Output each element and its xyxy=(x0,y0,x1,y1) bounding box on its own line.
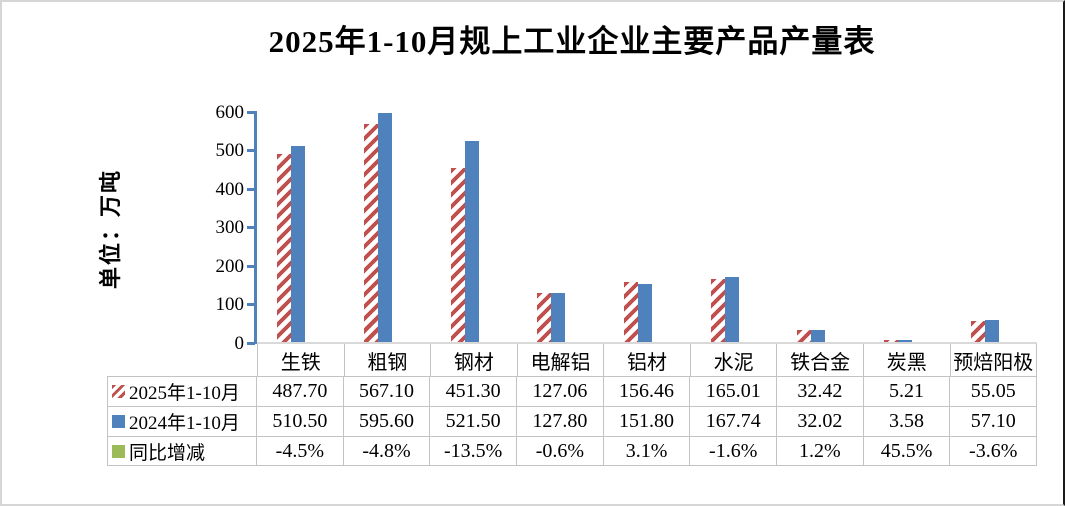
legend-cell: 同比增减 xyxy=(107,437,257,465)
data-table: 2025年1-10月 487.70 567.10 451.30 127.06 156.46… xyxy=(107,376,1038,466)
table-value-cell: 487.70 xyxy=(257,377,344,406)
plot-area xyxy=(257,110,1037,342)
bar-2024年1-10月-水泥 xyxy=(724,277,739,342)
table-value-cell: 151.80 xyxy=(604,407,691,436)
category-header-cell: 铝材 xyxy=(604,344,691,376)
table-value-cell: 510.50 xyxy=(257,407,344,436)
category-header-cell: 预焙阳极 xyxy=(951,344,1038,376)
category-header-row: 生铁 粗钢 钢材 电解铝 铝材 水泥 铁合金 炭黑 预焙阳极 xyxy=(257,344,1038,376)
y-tick-label: 400 xyxy=(215,178,245,200)
table-value-cell: 451.30 xyxy=(430,377,518,406)
bar-2025年1-10月-铝材 xyxy=(624,281,638,342)
bar-2024年1-10月-预焙阳极 xyxy=(984,320,999,342)
table-value-cell: -3.6% xyxy=(950,437,1038,465)
bar-2025年1-10月-电解铝 xyxy=(537,293,552,342)
category-header-cell: 铁合金 xyxy=(777,344,864,376)
y-tick-mark xyxy=(247,149,255,152)
bar-2024年1-10月-粗钢 xyxy=(378,112,392,342)
table-value-cell: -1.6% xyxy=(690,437,778,465)
y-tick-mark xyxy=(247,264,255,268)
bar-2024年1-10月-电解铝 xyxy=(551,292,566,342)
table-value-cell: 45.5% xyxy=(864,437,951,465)
category-header-cell: 水泥 xyxy=(691,344,778,376)
category-header-cell: 钢材 xyxy=(431,344,518,376)
table-row: 同比增减 -4.5% -4.8% -13.5% -0.6% 3.1% -1.6% 1.2% 45… xyxy=(107,436,1038,466)
y-tick-label: 600 xyxy=(215,101,245,123)
x-axis-line xyxy=(257,342,1037,344)
legend-swatch-green-icon xyxy=(112,444,125,458)
bar-2024年1-10月-生铁 xyxy=(291,145,306,342)
legend-label: 2024年1-10月 xyxy=(129,413,240,434)
y-tick-label: 100 xyxy=(215,294,245,315)
category-header-cell: 炭黑 xyxy=(864,344,951,376)
table-value-cell: 127.06 xyxy=(517,377,604,406)
y-tick-label: 0 xyxy=(234,332,245,354)
bar-2024年1-10月-钢材 xyxy=(464,141,479,342)
table-value-cell: 521.50 xyxy=(430,407,518,436)
legend-swatch-blue-icon xyxy=(112,415,125,428)
table-value-cell: -4.5% xyxy=(257,437,344,465)
table-value-cell: 32.42 xyxy=(777,377,864,406)
bar-2024年1-10月-铝材 xyxy=(638,283,652,342)
table-row: 2025年1-10月 487.70 567.10 451.30 127.06 156.46… xyxy=(107,376,1038,406)
category-header-cell: 粗钢 xyxy=(345,344,432,376)
table-value-cell: 57.10 xyxy=(950,407,1038,436)
bar-2024年1-10月-铁合金 xyxy=(811,329,826,342)
table-value-cell: -0.6% xyxy=(517,437,604,465)
table-value-cell: 32.02 xyxy=(777,407,864,436)
category-header-cell: 电解铝 xyxy=(518,344,605,376)
y-tick-label: 200 xyxy=(215,255,245,277)
table-value-cell: 165.01 xyxy=(690,377,778,406)
y-tick-mark xyxy=(247,110,255,114)
y-tick-label: 300 xyxy=(215,217,245,238)
chart-title: 2025年1-10月规上工业企业主要产品产量表 xyxy=(268,24,876,59)
table-value-cell: 3.1% xyxy=(604,437,691,465)
table-value-cell: 127.80 xyxy=(517,407,604,436)
bar-2025年1-10月-粗钢 xyxy=(364,123,378,342)
y-axis-title: 单位：万吨 xyxy=(98,168,123,290)
table-value-cell: 595.60 xyxy=(344,407,431,436)
table-value-cell: -13.5% xyxy=(430,437,518,465)
legend-label: 同比增减 xyxy=(129,442,206,464)
bar-2025年1-10月-预焙阳极 xyxy=(970,320,985,342)
legend-swatch-hatch-icon xyxy=(112,385,125,398)
table-value-cell: 1.2% xyxy=(777,437,864,465)
y-tick-mark xyxy=(247,187,255,191)
table-value-cell: 167.74 xyxy=(690,407,778,436)
bar-2025年1-10月-炭黑 xyxy=(884,340,898,342)
legend-label: 2025年1-10月 xyxy=(129,383,240,404)
table-value-cell: 3.58 xyxy=(864,407,951,436)
bar-2024年1-10月-炭黑 xyxy=(898,340,912,342)
y-axis-line xyxy=(254,111,257,344)
bar-2025年1-10月-生铁 xyxy=(277,154,292,342)
y-tick-mark xyxy=(247,303,255,306)
table-value-cell: 567.10 xyxy=(344,377,431,406)
table-value-cell: 156.46 xyxy=(604,377,691,406)
bar-2025年1-10月-铁合金 xyxy=(797,329,812,342)
bar-2025年1-10月-钢材 xyxy=(450,168,465,342)
y-tick-label: 500 xyxy=(215,140,245,161)
y-tick-mark xyxy=(247,226,255,229)
bar-2025年1-10月-水泥 xyxy=(710,278,725,342)
y-tick-mark xyxy=(247,341,255,345)
legend-cell: 2025年1-10月 xyxy=(107,377,257,406)
table-value-cell: 5.21 xyxy=(864,377,951,406)
table-row: 2024年1-10月 510.50 595.60 521.50 127.80 151.80… xyxy=(107,406,1038,436)
table-value-cell: 55.05 xyxy=(950,377,1038,406)
table-value-cell: -4.8% xyxy=(344,437,431,465)
legend-cell: 2024年1-10月 xyxy=(107,407,257,436)
category-header-cell: 生铁 xyxy=(258,344,345,376)
